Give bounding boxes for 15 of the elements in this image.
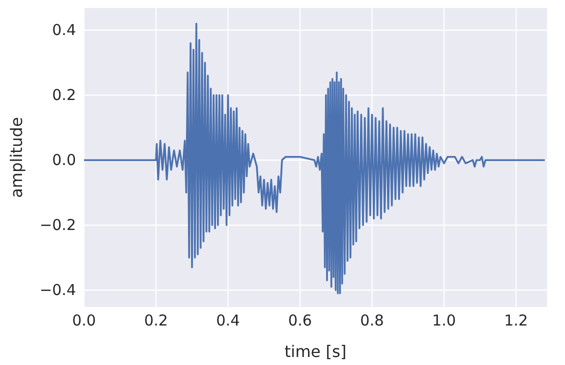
x-tick-label: 1.0 xyxy=(432,312,456,330)
x-tick-label: 0.0 xyxy=(72,312,96,330)
y-tick-label: 0.4 xyxy=(52,20,76,39)
x-axis-title: time [s] xyxy=(284,342,347,361)
x-tick-label: 0.6 xyxy=(288,312,312,330)
x-tick-label: 0.8 xyxy=(360,312,384,330)
y-axis-title: amplitude xyxy=(7,117,26,198)
x-tick-label: 0.2 xyxy=(144,312,168,330)
y-tick-label: 0.0 xyxy=(52,150,76,169)
y-tick-label: 0.2 xyxy=(52,86,76,104)
x-tick-label: 0.4 xyxy=(216,312,240,330)
y-tick-label: −0.2 xyxy=(40,216,76,234)
y-tick-label: −0.4 xyxy=(40,280,76,299)
line-series xyxy=(83,22,546,294)
x-tick-label: 1.2 xyxy=(504,312,528,330)
